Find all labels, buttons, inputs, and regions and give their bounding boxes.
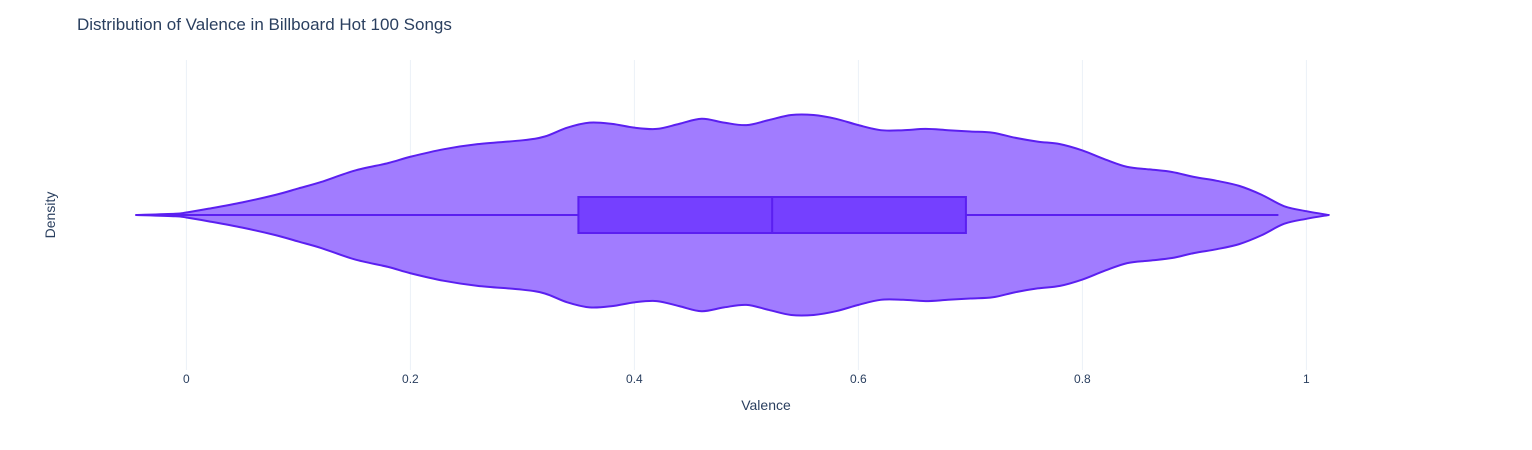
- y-axis-label: Density: [42, 192, 58, 239]
- x-tick-label: 0.6: [850, 372, 867, 386]
- x-tick-label: 0: [183, 372, 190, 386]
- x-axis-label: Valence: [741, 397, 791, 413]
- x-tick-label: 0.8: [1074, 372, 1091, 386]
- x-tick-labels: 0 0.2 0.4 0.6 0.8 1: [183, 372, 1310, 386]
- chart-title: Distribution of Valence in Billboard Hot…: [77, 15, 452, 34]
- x-tick-label: 0.4: [626, 372, 643, 386]
- x-tick-label: 1: [1303, 372, 1310, 386]
- violin-series: [135, 113, 1330, 317]
- x-tick-label: 0.2: [402, 372, 419, 386]
